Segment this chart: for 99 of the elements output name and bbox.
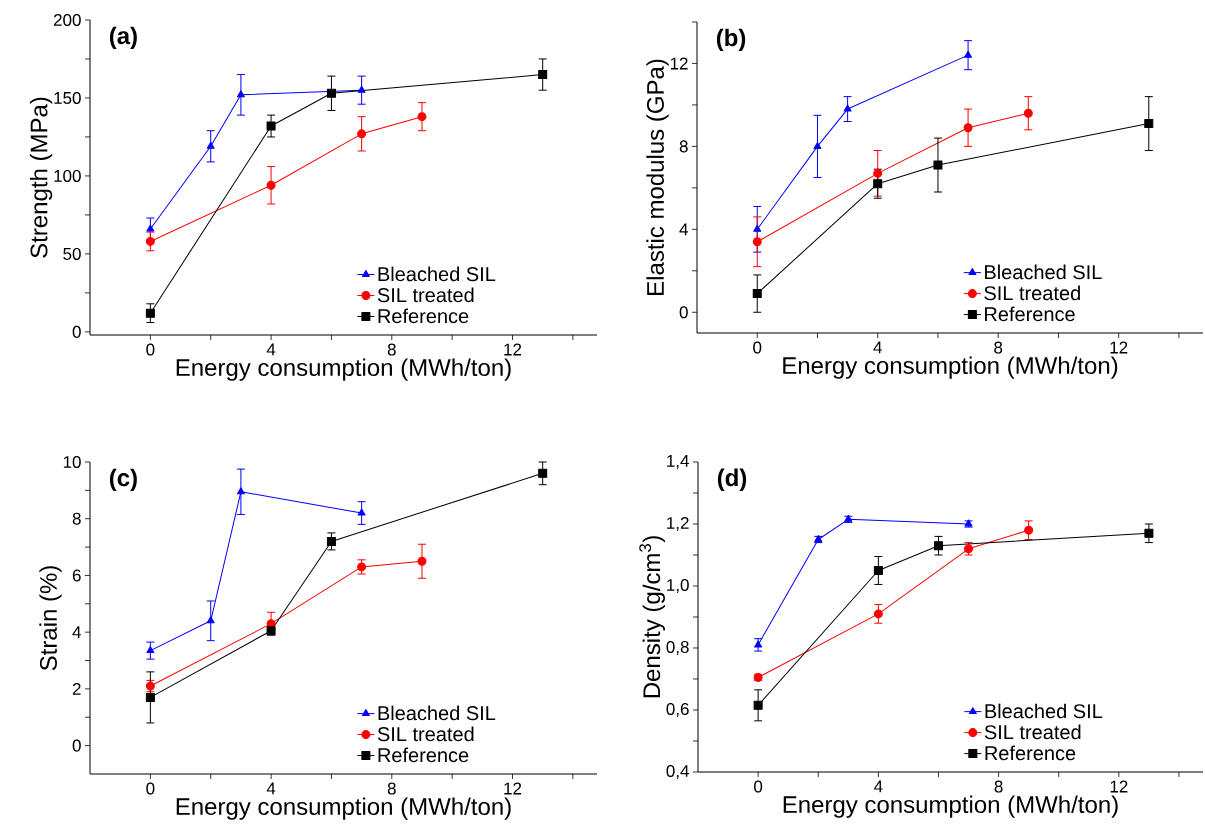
point <box>266 180 276 190</box>
y-axis-title: Elastic modulus (GPa) <box>646 59 669 295</box>
y-tick-label: 0,6 <box>666 702 689 718</box>
legend-label: Reference <box>985 745 1076 761</box>
point <box>236 90 245 98</box>
x-tick-label: 4 <box>266 343 276 356</box>
point <box>933 541 943 551</box>
point <box>145 308 155 318</box>
x-tick-label: 8 <box>387 343 396 356</box>
x-tick-label: 0 <box>146 782 155 795</box>
y-tick-label: 8 <box>679 140 688 153</box>
y-tick-label: 0,4 <box>666 764 689 780</box>
point <box>753 224 762 232</box>
point <box>236 487 245 495</box>
point <box>753 700 763 710</box>
point <box>1144 119 1154 129</box>
legend-label: Bleached SIL <box>985 264 1102 280</box>
y-tick-label: 4 <box>679 223 688 236</box>
point <box>1144 528 1154 538</box>
legend-label: SIL treated <box>984 285 1080 301</box>
point <box>326 88 336 98</box>
point <box>206 141 215 149</box>
chart-title: (c) <box>109 468 137 492</box>
point <box>1023 108 1033 118</box>
legend-label: Bleached SIL <box>985 703 1103 719</box>
legend-label: SIL treated <box>377 287 474 303</box>
point <box>417 112 427 122</box>
x-tick-label: 12 <box>1110 341 1128 354</box>
y-tick-label: 12 <box>670 57 688 70</box>
legend-label: Reference <box>378 308 469 324</box>
y-tick-label: 0 <box>72 325 81 338</box>
point <box>873 179 883 189</box>
y-tick-label: 1,2 <box>667 516 689 532</box>
point <box>357 85 366 93</box>
x-tick-label: 12 <box>504 782 522 795</box>
x-tick-label: 0 <box>753 341 762 354</box>
x-tick-label: 12 <box>504 343 522 356</box>
point <box>538 468 548 478</box>
y-axis-title: Strain (%) <box>39 566 62 671</box>
legend-label: Reference <box>378 747 469 763</box>
x-tick-label: 4 <box>874 780 883 793</box>
x-axis-title: Energy consumption (MWh/ton) <box>783 356 1118 379</box>
point <box>873 565 883 575</box>
x-tick-label: 0 <box>146 343 155 356</box>
y-tick-label: 200 <box>53 13 81 27</box>
legend-label: Bleached SIL <box>378 705 496 721</box>
x-tick-label: 8 <box>387 782 396 795</box>
x-tick-label: 8 <box>994 341 1003 354</box>
x-axis-title: Energy consumption (MWh/ton) <box>176 797 511 820</box>
y-tick-label: 2 <box>72 682 81 695</box>
x-axis-title: Energy consumption (MWh/ton) <box>783 795 1118 818</box>
chart-title: (d) <box>717 468 747 491</box>
y-tick-label: 0 <box>679 306 688 319</box>
x-tick-label: 0 <box>754 780 763 793</box>
point <box>873 168 883 178</box>
y-tick-label: 100 <box>54 169 81 182</box>
point <box>963 123 973 133</box>
y-axis-title: Strength (MPa) <box>29 97 53 258</box>
point <box>146 224 155 232</box>
point <box>843 104 852 112</box>
x-axis-title: Energy consumption (MWh/ton) <box>176 358 511 381</box>
point <box>813 141 822 149</box>
x-tick-label: 8 <box>994 780 1003 793</box>
point <box>266 121 276 131</box>
point <box>206 616 215 624</box>
point <box>146 646 155 654</box>
y-tick-label: 50 <box>63 247 81 260</box>
point <box>417 556 427 566</box>
x-tick-label: 4 <box>873 341 882 354</box>
point <box>357 508 366 516</box>
legend-label: SIL treated <box>377 726 474 742</box>
y-tick-label: 0 <box>72 739 81 752</box>
chart-title: (a) <box>109 26 137 50</box>
legend-label: SIL treated <box>984 724 1081 740</box>
point <box>752 237 762 247</box>
point <box>538 70 548 80</box>
point <box>964 50 973 58</box>
x-tick-label: 12 <box>1110 780 1128 793</box>
y-tick-label: 1,4 <box>667 455 689 469</box>
point <box>873 609 883 619</box>
point <box>326 536 336 546</box>
y-tick-label: 6 <box>72 569 81 582</box>
y-axis-title: Density (g/cm$^{3}$) <box>639 536 665 698</box>
y-tick-label: 10 <box>63 455 81 469</box>
point <box>752 289 762 299</box>
y-tick-label: 150 <box>54 91 81 104</box>
legend-label: Bleached SIL <box>378 266 496 282</box>
point <box>145 236 155 246</box>
point <box>357 129 367 139</box>
point <box>145 692 155 702</box>
point <box>933 160 943 170</box>
legend-label: Reference <box>985 306 1075 322</box>
point <box>1024 525 1034 535</box>
x-tick-label: 4 <box>266 782 276 795</box>
chart-title: (b) <box>716 28 746 52</box>
y-tick-label: 0,8 <box>666 640 689 656</box>
y-tick-label: 8 <box>72 512 81 525</box>
y-tick-label: 4 <box>72 626 81 639</box>
y-tick-label: 1,0 <box>667 578 689 594</box>
